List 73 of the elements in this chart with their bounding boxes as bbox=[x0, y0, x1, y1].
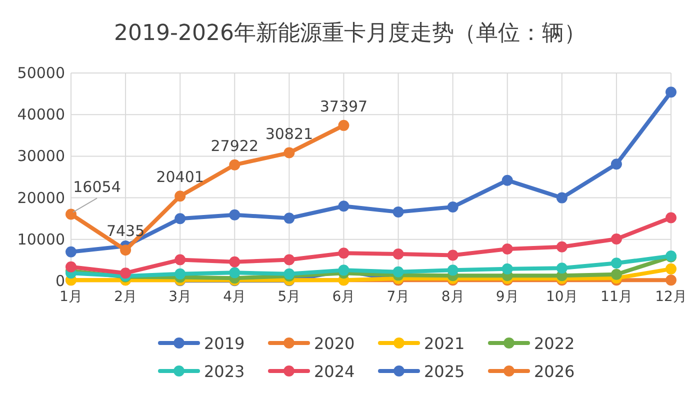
point bbox=[174, 190, 186, 202]
x-tick-label: 8月 bbox=[441, 289, 464, 305]
point bbox=[284, 147, 295, 158]
point bbox=[120, 244, 132, 256]
legend-label: 2023 bbox=[204, 362, 245, 381]
point bbox=[338, 248, 350, 259]
chart-title: 2019-2026年新能源重卡月度走势（单位：辆） bbox=[114, 21, 586, 46]
point bbox=[392, 266, 404, 278]
point bbox=[284, 254, 295, 266]
y-tick-label: 10000 bbox=[17, 230, 65, 248]
data-label: 27922 bbox=[210, 136, 258, 155]
x-tick-label: 5月 bbox=[278, 289, 301, 305]
legend-label: 2019 bbox=[204, 334, 245, 353]
point bbox=[338, 200, 350, 212]
y-tick-label: 50000 bbox=[17, 64, 65, 82]
point bbox=[447, 264, 458, 276]
legend-label: 2022 bbox=[534, 334, 575, 353]
point bbox=[556, 192, 568, 204]
point bbox=[502, 174, 513, 186]
point bbox=[666, 86, 676, 98]
x-tick-label: 4月 bbox=[223, 289, 246, 305]
x-tick-label: 3月 bbox=[168, 289, 192, 305]
x-tick-label: 10月 bbox=[546, 289, 578, 305]
point bbox=[174, 213, 186, 224]
y-tick-label: 20000 bbox=[17, 188, 65, 207]
point bbox=[338, 120, 350, 131]
point bbox=[556, 241, 568, 252]
point bbox=[284, 268, 295, 280]
x-tick-label: 1月 bbox=[60, 289, 82, 305]
point bbox=[447, 201, 458, 212]
legend-label: 2025 bbox=[424, 362, 465, 381]
x-tick-label: 6月 bbox=[332, 289, 356, 305]
y-tick-label: 30000 bbox=[17, 147, 65, 166]
x-tick-label: 11月 bbox=[600, 289, 632, 305]
y-tick-label: 0 bbox=[55, 272, 65, 290]
point bbox=[229, 256, 240, 268]
x-tick-label: 9月 bbox=[496, 289, 519, 305]
point bbox=[392, 206, 404, 218]
point bbox=[66, 208, 76, 220]
point bbox=[556, 262, 568, 274]
point bbox=[610, 258, 622, 269]
data-label: 16054 bbox=[73, 178, 121, 196]
x-tick-label: 12月 bbox=[655, 289, 687, 305]
point bbox=[66, 246, 76, 258]
point bbox=[610, 268, 622, 280]
point bbox=[447, 250, 458, 261]
point bbox=[174, 254, 186, 266]
point bbox=[610, 233, 622, 244]
x-tick-label: 7月 bbox=[386, 289, 410, 305]
point bbox=[666, 263, 676, 274]
point bbox=[502, 243, 513, 254]
point bbox=[284, 212, 295, 224]
point bbox=[229, 159, 240, 170]
y-tick-label: 40000 bbox=[17, 106, 65, 124]
data-label: 7435 bbox=[106, 222, 145, 240]
point bbox=[229, 267, 240, 278]
data-label: 37397 bbox=[320, 97, 368, 116]
point bbox=[666, 212, 676, 224]
legend-label: 2026 bbox=[534, 362, 575, 381]
point bbox=[392, 248, 404, 260]
legend-label: 2020 bbox=[314, 334, 355, 353]
x-tick-label: 2月 bbox=[114, 289, 138, 305]
point bbox=[66, 261, 76, 272]
point bbox=[666, 274, 676, 286]
legend-label: 2024 bbox=[314, 362, 355, 381]
point bbox=[610, 158, 622, 170]
legend-label: 2021 bbox=[424, 334, 465, 353]
data-label: 30821 bbox=[265, 124, 314, 143]
point bbox=[502, 263, 513, 274]
point bbox=[174, 268, 186, 280]
point bbox=[120, 268, 132, 279]
data-label: 20401 bbox=[156, 168, 204, 186]
point bbox=[229, 209, 240, 220]
